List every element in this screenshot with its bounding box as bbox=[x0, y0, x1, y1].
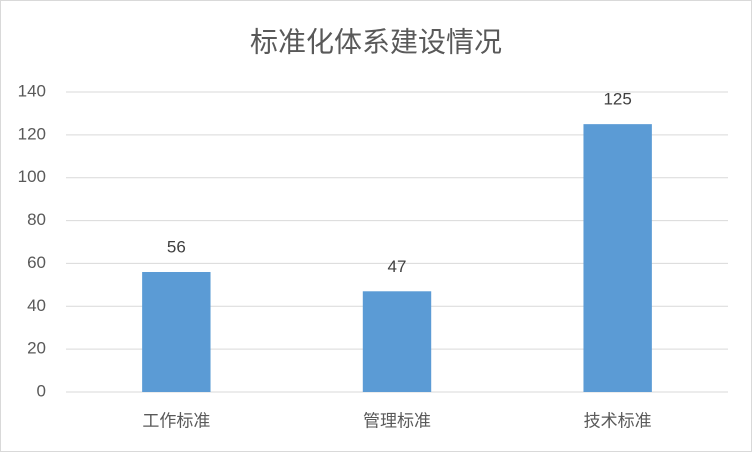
x-tick-label: 工作标准 bbox=[142, 411, 210, 430]
y-tick-label: 100 bbox=[18, 167, 46, 186]
y-tick-label: 0 bbox=[37, 381, 46, 400]
data-label: 47 bbox=[388, 257, 407, 276]
x-tick-label: 管理标准 bbox=[363, 411, 431, 430]
data-label: 56 bbox=[167, 237, 186, 256]
x-tick-label: 技术标准 bbox=[584, 411, 652, 430]
data-label: 125 bbox=[603, 90, 631, 109]
bar bbox=[583, 124, 652, 393]
y-tick-label: 120 bbox=[18, 124, 46, 143]
y-tick-label: 140 bbox=[18, 81, 46, 100]
y-tick-label: 40 bbox=[27, 296, 46, 315]
bar bbox=[142, 272, 211, 392]
chart-title: 标准化体系建设情况 bbox=[250, 26, 502, 57]
y-tick-label: 80 bbox=[27, 210, 46, 229]
y-tick-label: 20 bbox=[27, 339, 46, 358]
bar bbox=[362, 291, 432, 392]
y-tick-label: 60 bbox=[27, 253, 46, 272]
